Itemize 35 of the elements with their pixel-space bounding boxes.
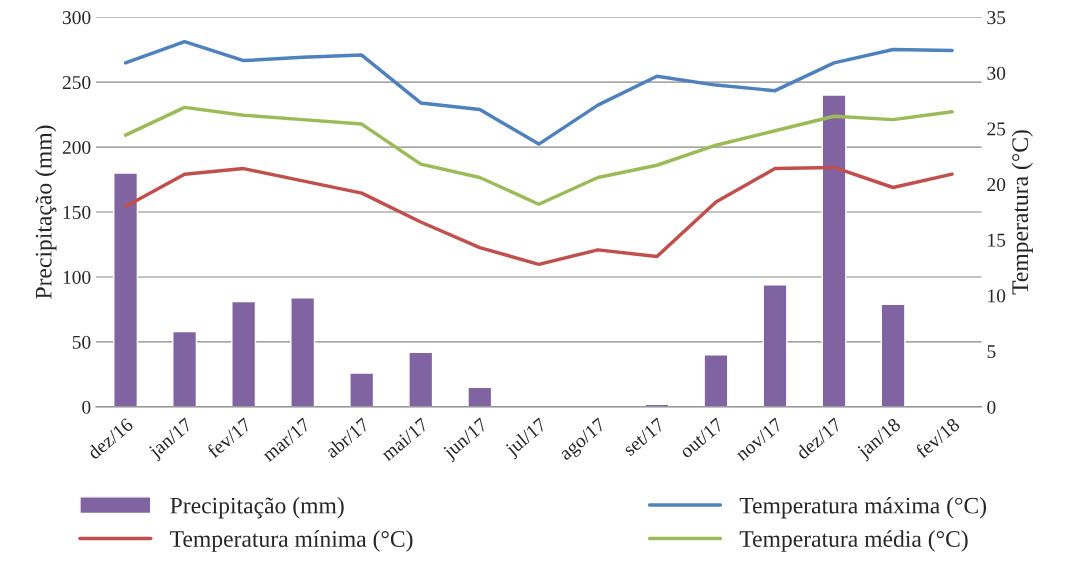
legend-label: Temperatura máxima (°C) (739, 496, 987, 519)
y2-tick-label: 10 (988, 289, 1006, 303)
bar (231, 300, 257, 407)
y2-tick-label: 20 (987, 177, 1006, 192)
bar (703, 354, 729, 407)
line-series (123, 105, 954, 206)
y-tick-label: 0 (82, 400, 91, 414)
line-series (123, 39, 954, 146)
bar (880, 303, 906, 407)
y2-tick-label: 15 (988, 233, 1006, 247)
y2-axis-title: Temperatura (°C) (1011, 130, 1033, 295)
y2-tick-label: 30 (987, 66, 1006, 80)
bar (349, 372, 375, 407)
bar (762, 284, 788, 407)
y2-tick-label: 5 (987, 345, 996, 359)
y-tick-label: 300 (62, 11, 91, 25)
y2-tick-label: 0 (987, 400, 996, 414)
y-axis-title: Precipitação (mm) (35, 125, 57, 299)
y2-tick-label: 25 (987, 122, 1006, 136)
legend-label: Temperatura média (°C) (739, 530, 968, 552)
line-series (123, 165, 954, 267)
legend-label: Temperatura mínima (°C) (170, 530, 413, 552)
bar (408, 351, 434, 407)
bar (290, 297, 316, 407)
bar (467, 386, 493, 407)
bar (172, 330, 198, 407)
bar (113, 172, 139, 407)
legend-label: Precipitação (mm) (170, 496, 344, 519)
y2-tick-label: 35 (987, 11, 1006, 25)
y-tick-label: 100 (63, 270, 91, 284)
y-tick-label: 250 (62, 75, 91, 90)
y-tick-label: 150 (63, 205, 91, 219)
y-tick-label: 50 (72, 335, 91, 349)
bar (821, 94, 847, 407)
y-tick-label: 200 (62, 140, 91, 155)
